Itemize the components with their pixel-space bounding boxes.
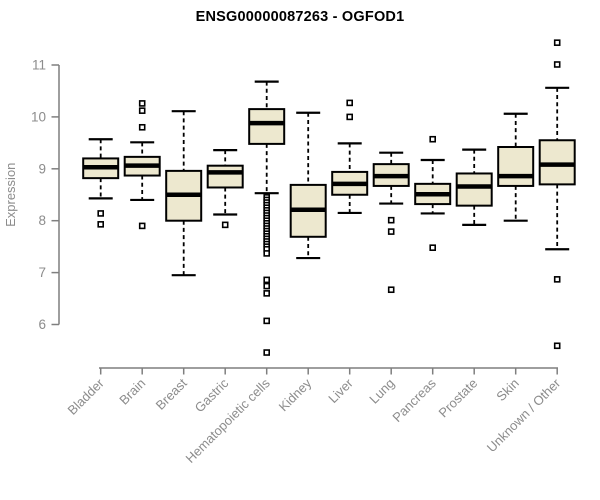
- x-tick-label-brain: Brain: [116, 376, 148, 408]
- outlier-point: [263, 250, 271, 257]
- outlier-point: [429, 244, 437, 251]
- outlier-point: [387, 216, 395, 224]
- box-breast: [165, 110, 203, 277]
- outlier-point: [138, 123, 146, 131]
- x-tick-label-skin: Skin: [493, 376, 521, 404]
- box-skin: [497, 112, 535, 222]
- y-tick-label: 7: [38, 265, 46, 280]
- outlier-point: [97, 210, 104, 217]
- chart-title: ENSG00000087263 - OGFOD1: [195, 9, 405, 25]
- y-axis: 6 7 8 9 10 11 Expression: [3, 58, 60, 332]
- y-tick-label: 11: [32, 58, 46, 73]
- box-kidney: [289, 111, 327, 260]
- box-unknown-other: [538, 39, 576, 350]
- outlier-point: [387, 228, 395, 235]
- outlier-point: [553, 39, 561, 46]
- x-tick-label-unknown-other: Unknown / Other: [484, 375, 564, 455]
- x-tick-label-kidney: Kidney: [276, 375, 315, 414]
- iqr-box: [248, 108, 286, 145]
- outlier-point: [553, 342, 561, 350]
- iqr-box: [497, 146, 535, 187]
- iqr-box: [455, 172, 493, 207]
- outlier-point: [346, 113, 354, 121]
- y-tick-label: 6: [38, 317, 46, 332]
- outlier-point: [138, 100, 146, 107]
- outlier-point: [346, 99, 354, 107]
- outlier-point: [553, 276, 561, 283]
- iqr-box: [206, 164, 244, 189]
- box-brain: [123, 100, 161, 230]
- x-tick-label-gastric: Gastric: [192, 375, 232, 415]
- outlier-point: [553, 61, 561, 68]
- box-prostate: [455, 148, 493, 226]
- y-axis-title: Expression: [3, 163, 18, 227]
- box-lung: [372, 151, 410, 294]
- box-liver: [331, 99, 369, 215]
- outlier-point: [387, 286, 395, 294]
- outlier-point: [138, 107, 146, 114]
- x-tick-label-bladder: Bladder: [65, 375, 108, 418]
- outlier-point: [138, 222, 146, 230]
- outlier-point: [429, 135, 437, 143]
- box-bladder: [82, 138, 120, 228]
- box-pancreas: [414, 135, 452, 251]
- y-tick-label: 8: [38, 213, 46, 228]
- outlier-point: [97, 221, 104, 228]
- outlier-point: [263, 282, 271, 290]
- x-tick-label-pancreas: Pancreas: [389, 375, 439, 425]
- outlier-point: [263, 276, 271, 284]
- box-gastric: [206, 149, 244, 229]
- x-tick-label-lung: Lung: [366, 376, 397, 407]
- outlier-point: [263, 290, 271, 297]
- x-tick-label-breast: Breast: [153, 375, 190, 412]
- x-tick-label-liver: Liver: [325, 375, 356, 406]
- y-tick-label: 10: [31, 109, 46, 124]
- iqr-box: [538, 139, 576, 186]
- x-tick-label-prostate: Prostate: [435, 376, 480, 421]
- outlier-point: [263, 349, 271, 356]
- outlier-point: [263, 317, 271, 325]
- y-tick-label: 9: [38, 161, 46, 176]
- box-hematopoietic-cells: [248, 80, 286, 356]
- outlier-point: [221, 221, 229, 229]
